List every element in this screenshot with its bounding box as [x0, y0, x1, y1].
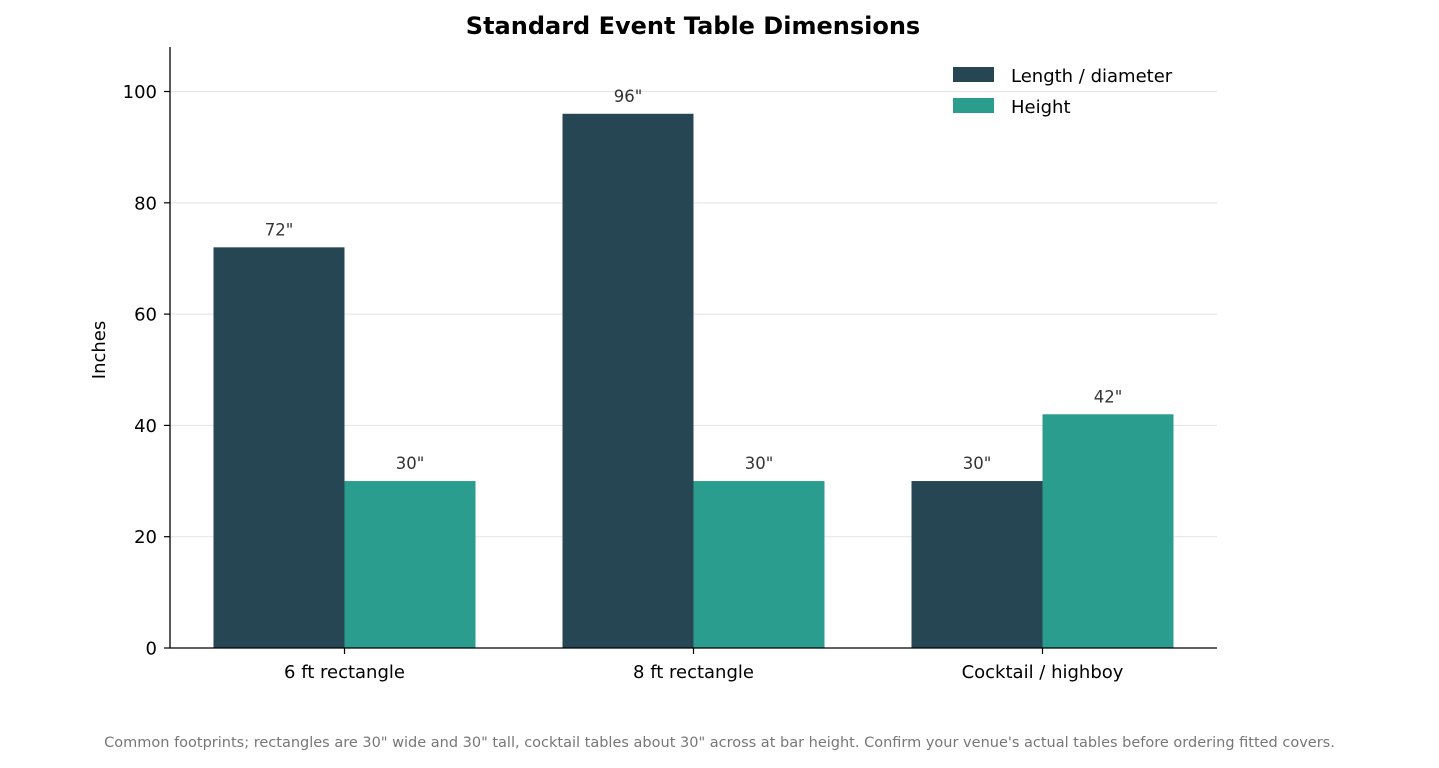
- y-axis-label: Inches: [89, 321, 110, 379]
- x-tick-label: 8 ft rectangle: [633, 662, 754, 683]
- bars: [213, 113, 1174, 649]
- x-ticks: 6 ft rectangle 8 ft rectangle Cocktail / h…: [284, 648, 1124, 683]
- bar: [213, 247, 345, 649]
- data-labels: 72" 30" 96" 30" 30" 42": [265, 87, 1123, 473]
- legend-swatch: [953, 67, 994, 82]
- bar: [562, 113, 694, 649]
- bar: [1042, 414, 1174, 648]
- y-ticks: 0 20 40 60 80 100: [123, 82, 170, 660]
- legend: Length / diameter Height: [953, 66, 1173, 118]
- y-tick-label: 0: [146, 639, 157, 660]
- bar-value-label: 30": [396, 454, 425, 473]
- x-tick-label: Cocktail / highboy: [962, 662, 1124, 683]
- legend-label: Height: [1011, 97, 1071, 118]
- y-tick-label: 80: [134, 193, 157, 214]
- bar-value-label: 72": [265, 220, 294, 239]
- x-tick-label: 6 ft rectangle: [284, 662, 405, 683]
- y-tick-label: 100: [123, 82, 157, 103]
- bar-value-label: 42": [1094, 387, 1123, 406]
- bar: [911, 481, 1043, 648]
- y-tick-label: 60: [134, 305, 157, 326]
- y-tick-label: 40: [134, 416, 157, 437]
- bar-value-label: 30": [745, 454, 774, 473]
- bar-value-label: 96": [614, 87, 643, 106]
- bar-value-label: 30": [963, 454, 992, 473]
- y-tick-label: 20: [134, 527, 157, 548]
- footnote-caption: Common footprints; rectangles are 30" wi…: [104, 735, 1335, 751]
- chart-title: Standard Event Table Dimensions: [466, 12, 920, 40]
- legend-swatch: [953, 98, 994, 113]
- bar: [693, 481, 825, 648]
- legend-label: Length / diameter: [1011, 66, 1173, 87]
- bar: [344, 481, 476, 648]
- bar-chart: Standard Event Table Dimensions 72" 30" 96…: [89, 12, 1217, 683]
